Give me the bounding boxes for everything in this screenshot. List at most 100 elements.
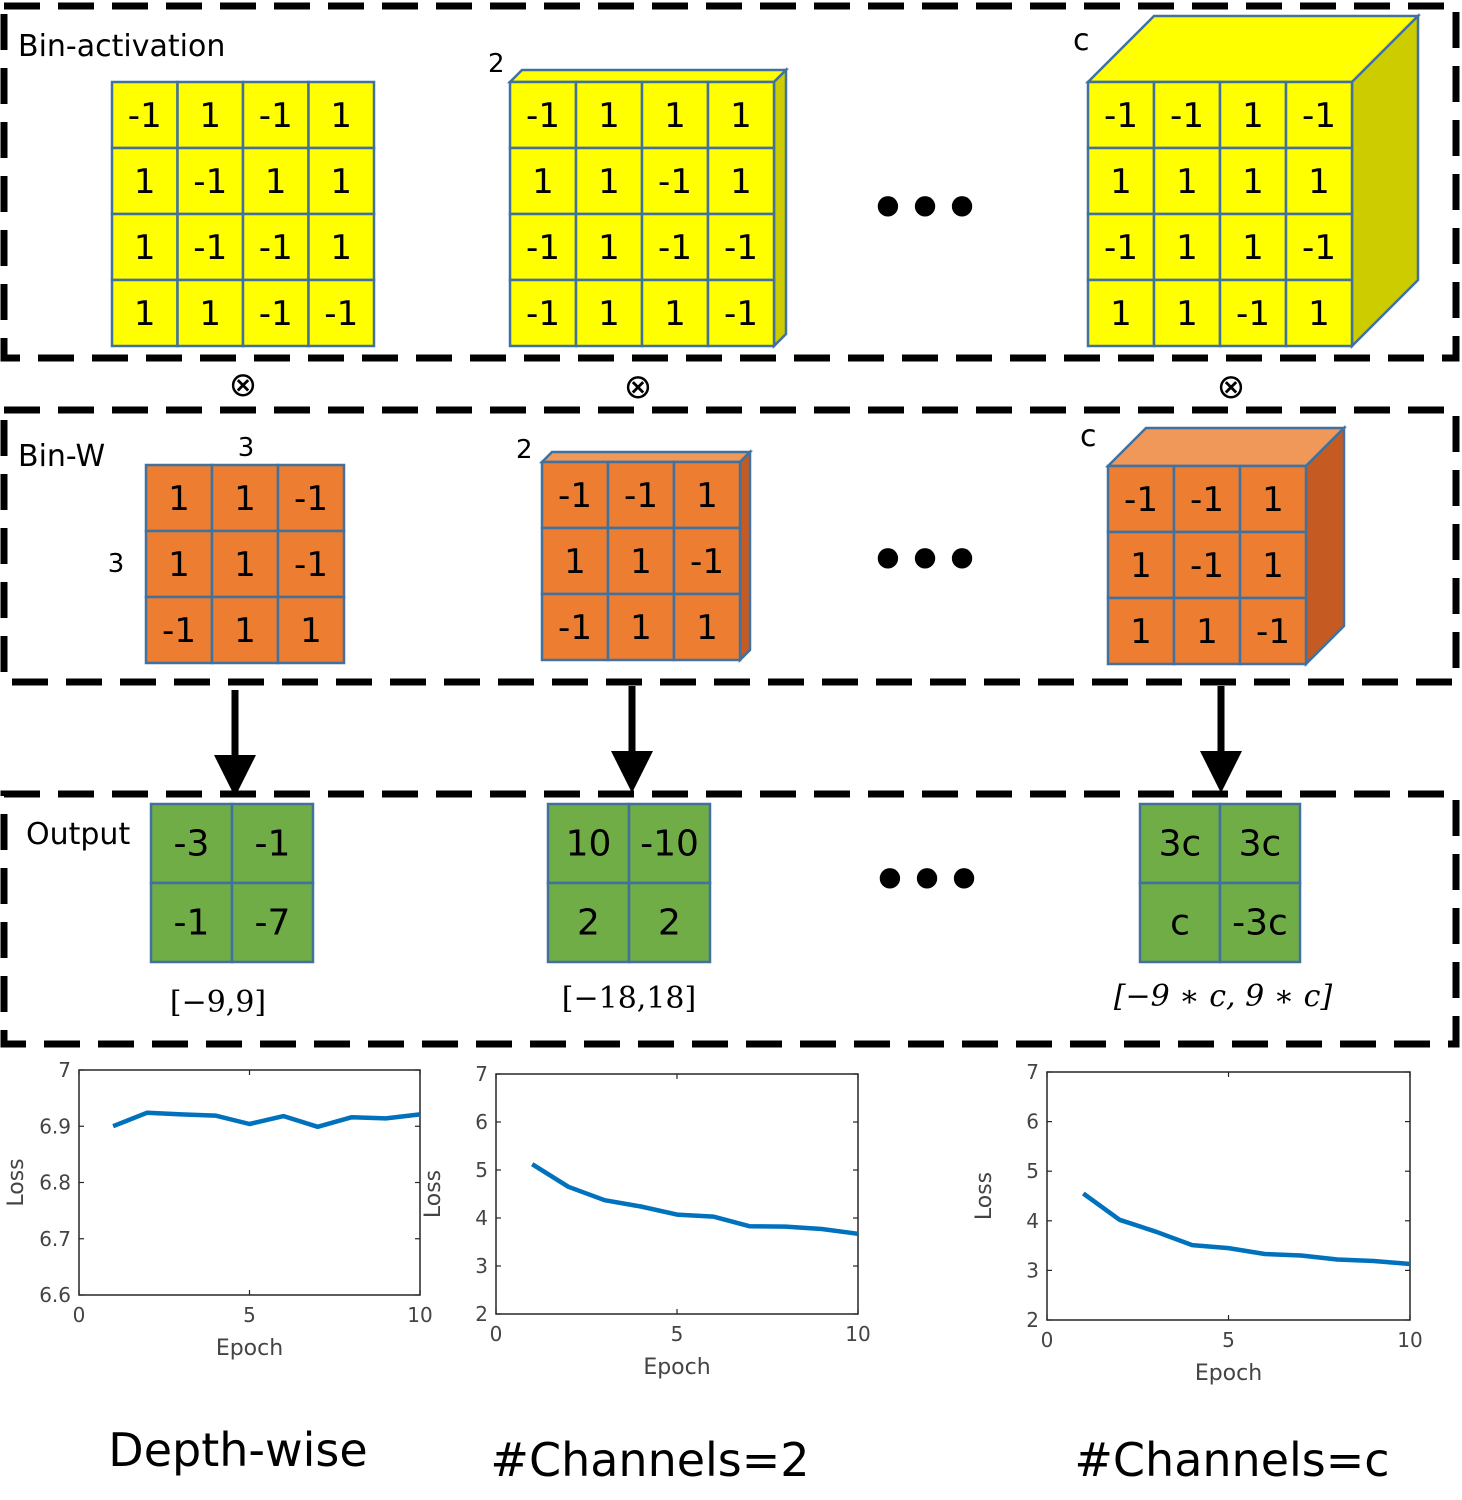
columns.0.activation-cell-value: 1 <box>134 294 156 334</box>
x-tick-label: 10 <box>407 1303 432 1327</box>
columns.0.activation-cell-value: -1 <box>128 96 162 136</box>
columns.1.weight-cell-value: -1 <box>558 476 592 516</box>
columns.1.weight-cell <box>540 460 610 530</box>
columns.1.weight-cell <box>540 526 610 596</box>
columns.1.weight-cell-value: 1 <box>630 542 652 582</box>
y-tick-label: 2 <box>475 1302 488 1326</box>
columns.0.output-cell <box>149 802 234 885</box>
output-ellipsis: ••• <box>871 846 982 914</box>
weight-kernel-depthwise: 1 1 -1 1 1 -1 -1 1 1 <box>144 463 346 665</box>
columns.0.weight-cell-value: 1 <box>234 545 256 585</box>
columns.2.output-cell <box>1138 881 1222 964</box>
x-tick-label: 10 <box>1397 1328 1422 1352</box>
columns.1.weight-cell-value: 1 <box>564 542 586 582</box>
columns.1.activation-cell-value: 1 <box>730 96 752 136</box>
columns.1.weight-cell-value: 1 <box>696 608 718 648</box>
plot-frame <box>495 1073 859 1315</box>
columns.1.activation-cell <box>574 278 644 348</box>
plot-frame <box>1046 1071 1411 1321</box>
activation-tensor-channels-c: -1 -1 1 -1 1 1 1 1 -1 1 1 -1 1 1 -1 1 <box>1084 12 1422 350</box>
columns.2.activation-cell <box>1284 146 1354 216</box>
columns.1.activation-cell <box>574 80 644 150</box>
columns.0.weight-cell-value: -1 <box>294 479 328 519</box>
columns.1.output-cell <box>627 802 712 885</box>
loss-series-line <box>112 1110 421 1130</box>
columns.1.activation-cell-value: 1 <box>598 228 620 268</box>
y-tick-label: 6.6 <box>39 1283 71 1307</box>
columns.2.weight-cell-value: 1 <box>1130 546 1152 586</box>
columns.2.weight-cell <box>1238 596 1308 666</box>
columns.0.output-cell-value: -1 <box>174 903 210 944</box>
columns.2.weight-top-face <box>1104 426 1348 468</box>
columns.1.activation-cell-value: -1 <box>724 294 758 334</box>
columns.0.activation-cell-value: -1 <box>193 228 227 268</box>
columns.2.activation-cell-value: 1 <box>1176 294 1198 334</box>
columns.0.activation-cell-value: 1 <box>330 162 352 202</box>
output-range-depthwise: [−9,9] <box>170 985 266 1020</box>
caption-channels-c: #Channels=c <box>1074 1433 1389 1487</box>
activation-depth-label-2: 2 <box>488 49 505 79</box>
columns.2.activation-cell-value: 1 <box>1242 228 1264 268</box>
columns.0.weight-cell <box>210 529 280 599</box>
columns.0.activation-cell-value: 1 <box>265 162 287 202</box>
columns.2.activation-cell-value: 1 <box>1110 294 1132 334</box>
columns.2.weight-cell-value: -1 <box>1256 612 1290 652</box>
y-tick-label: 6.9 <box>39 1114 71 1138</box>
columns.1.activation-cell <box>508 146 578 216</box>
bin-w-label: Bin-W <box>18 439 105 474</box>
columns.2.activation-cell <box>1284 80 1354 150</box>
columns.1.activation-cell-value: -1 <box>658 162 692 202</box>
columns.2.activation-cell <box>1284 278 1354 348</box>
columns.0.activation-cell <box>241 278 310 348</box>
columns.0.activation-cell-value: -1 <box>259 294 293 334</box>
y-tick-label: 4 <box>1026 1209 1039 1233</box>
output-label: Output <box>26 817 130 852</box>
y-tick-label: 6.8 <box>39 1171 71 1195</box>
output-range-channels-c: [−9 ∗ c, 9 ∗ c] <box>1114 979 1333 1014</box>
columns.1.activation-side-face <box>772 66 788 350</box>
columns.1.output-cell <box>627 881 712 964</box>
y-tick-label: 6.7 <box>39 1227 71 1251</box>
columns.0.output-cell-value: -1 <box>255 824 291 865</box>
columns.1.weight-top-face <box>538 450 754 464</box>
columns.0.weight-cell-value: -1 <box>162 611 196 651</box>
columns.2.activation-cell-value: -1 <box>1104 96 1138 136</box>
columns.0.weight-cell <box>210 463 280 533</box>
output-grid-depthwise: -3 -1 -1 -7 <box>149 802 315 964</box>
columns.2.activation-cell-value: 1 <box>1308 294 1330 334</box>
x-axis-title: Epoch <box>216 1336 283 1361</box>
weight-kernel-channels-c: -1 -1 1 1 -1 1 1 1 -1 <box>1104 424 1348 668</box>
columns.0.activation-cell-value: 1 <box>199 96 221 136</box>
columns.1.weight-cell-value: -1 <box>690 542 724 582</box>
activation-depth-label-c: c <box>1073 23 1090 58</box>
columns.1.activation-cell <box>706 80 776 150</box>
columns.0.weight-cell-value: 1 <box>234 479 256 519</box>
columns.0.activation-cell-value: -1 <box>259 96 293 136</box>
columns.1.output-cell-value: 10 <box>566 824 612 865</box>
columns.1.activation-cell <box>640 278 710 348</box>
bin-activation-border <box>0 2 1460 362</box>
columns.1.activation-top-face <box>506 68 790 84</box>
columns.2.weight-cell-value: -1 <box>1124 480 1158 520</box>
caption-channels-2: #Channels=2 <box>490 1433 809 1487</box>
output-border <box>0 790 1460 1048</box>
otimes-operator-3: ⊗ <box>1217 367 1246 407</box>
columns.2.activation-cell-value: 1 <box>1176 228 1198 268</box>
columns.1.weight-cell <box>672 592 742 662</box>
columns.1.activation-cell <box>574 212 644 282</box>
columns.2.output-cell-value: 3c <box>1239 824 1282 865</box>
columns.1.activation-cell <box>706 146 776 216</box>
section-borders <box>0 2 1460 1048</box>
columns.1.output-cell <box>546 802 631 885</box>
columns.0.weight-cell-value: 1 <box>168 479 190 519</box>
columns.2.weight-cell-value: 1 <box>1262 480 1284 520</box>
columns.1.output-cell <box>546 881 631 964</box>
columns.1.activation-cell-value: 1 <box>532 162 554 202</box>
columns.1.output-cell-value: -10 <box>640 824 699 865</box>
columns.2.activation-cell-value: -1 <box>1104 228 1138 268</box>
output-grid-channels-2: 10 -10 2 2 <box>546 802 712 964</box>
columns.2.weight-cell-value: -1 <box>1190 546 1224 586</box>
columns.2.activation-cell-value: 1 <box>1110 162 1132 202</box>
loss-chart-channels-2: 2 3 4 5 6 7 0 5 10 Epoch Loss <box>421 1062 871 1380</box>
